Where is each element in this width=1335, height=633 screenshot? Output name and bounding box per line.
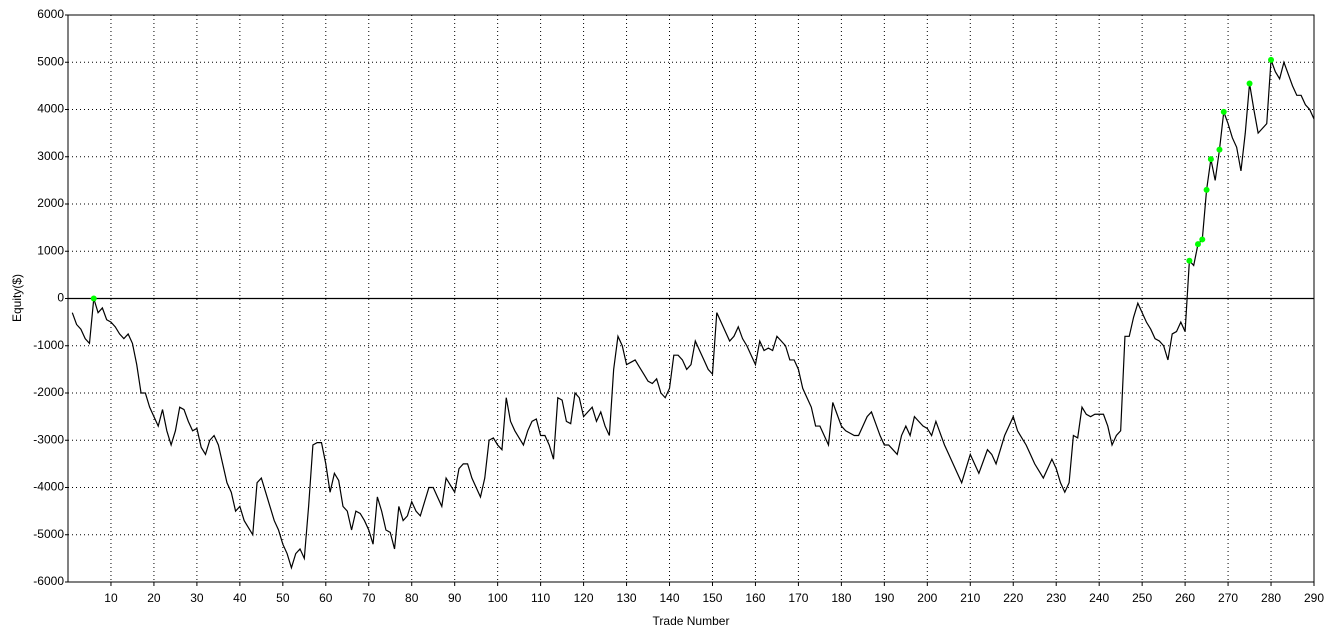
x-tick-label: 190 [874,591,894,605]
x-tick-label: 270 [1218,591,1238,605]
y-tick-label: -4000 [33,480,64,494]
equity-line [71,59,1315,570]
x-tick-label: 40 [233,591,247,605]
x-tick-label: 80 [405,591,419,605]
y-tick-label: 4000 [37,102,64,116]
x-tick-label: 30 [190,591,204,605]
x-tick-label: 180 [831,591,851,605]
x-tick-label: 130 [617,591,637,605]
equity-high-marker [1216,146,1223,153]
y-tick-label: -1000 [33,338,64,352]
x-tick-label: 70 [362,591,376,605]
x-tick-label: 170 [788,591,808,605]
x-tick-label: 290 [1304,591,1324,605]
y-tick-label: 5000 [37,54,64,68]
equity-high-marker [1194,241,1201,248]
y-axis-label: Equity($) [10,274,24,322]
x-tick-label: 260 [1175,591,1195,605]
x-tick-label: 60 [319,591,333,605]
x-tick-label: 200 [917,591,937,605]
x-tick-label: 10 [104,591,118,605]
x-axis-label: Trade Number [653,614,730,628]
x-tick-label: 210 [960,591,980,605]
equity-high-marker [90,295,97,302]
y-tick-label: -5000 [33,527,64,541]
x-tick-label: 280 [1261,591,1281,605]
x-tick-label: 160 [745,591,765,605]
x-tick-label: 240 [1089,591,1109,605]
equity-high-marker [1246,80,1253,87]
x-tick-label: 20 [147,591,161,605]
y-tick-label: 0 [57,291,64,305]
x-tick-label: 250 [1132,591,1152,605]
x-tick-label: 100 [488,591,508,605]
x-tick-label: 110 [531,591,550,605]
x-tick-label: 220 [1003,591,1023,605]
x-tick-label: 230 [1046,591,1066,605]
x-tick-label: 120 [574,591,594,605]
equity-high-marker [1199,236,1206,243]
x-tick-label: 150 [702,591,722,605]
y-tick-label: 6000 [37,7,64,21]
y-tick-label: 1000 [37,243,64,257]
y-tick-label: -6000 [33,574,64,588]
x-tick-label: 50 [276,591,290,605]
equity-high-marker [1268,56,1275,63]
y-tick-label: -2000 [33,385,64,399]
equity-high-marker [1186,257,1193,264]
equity-high-marker [1207,156,1214,163]
y-tick-label: 2000 [37,196,64,210]
y-tick-label: -3000 [33,432,64,446]
equity-high-marker [1203,186,1210,193]
x-tick-label: 90 [448,591,462,605]
y-tick-label: 3000 [37,149,64,163]
equity-high-marker [1220,108,1227,115]
x-tick-label: 140 [660,591,680,605]
